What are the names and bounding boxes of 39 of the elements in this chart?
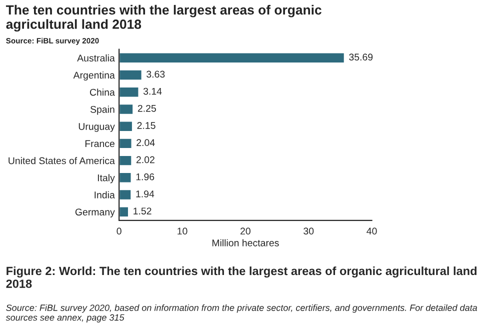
data-label: 1.52 [134, 208, 152, 214]
bar [119, 154, 133, 167]
data-label: 2.25 [138, 104, 156, 112]
y-tick-label: Uruguay [78, 123, 115, 132]
data-label: 3.14 [143, 88, 162, 95]
y-tick-label: India [94, 191, 115, 198]
data-label: 3.63 [146, 70, 165, 78]
data-label: 2.02 [136, 156, 154, 164]
bar [119, 172, 132, 184]
bar [119, 52, 346, 64]
y-tick-label: Germany [75, 208, 115, 218]
chart-title: The ten countries with the largest areas of organic agricultural land 2018 [6, 4, 322, 32]
bar [119, 86, 140, 98]
y-tick-label: Spain [90, 106, 114, 115]
bar [119, 137, 133, 150]
bar [119, 188, 132, 201]
bar [119, 120, 134, 132]
source-note: Source: FiBL survey 2020, based on information from the private sector, certifiers, and governments. For detailed data sources see annex, page 315 [6, 304, 478, 322]
data-label: 1.94 [136, 190, 154, 198]
y-tick-label: France [85, 140, 114, 148]
y-tick-label: Argentina [73, 71, 115, 81]
data-label: 2.04 [136, 139, 155, 146]
data-label: 2.15 [137, 122, 156, 129]
y-tick-label: Italy [98, 174, 115, 184]
data-label: 1.96 [136, 173, 154, 180]
y-tick-label: China [90, 88, 115, 96]
x-tick-label: 20 [240, 228, 250, 235]
x-tick-label: 40 [366, 228, 377, 235]
y-tick-label: Australia [77, 54, 115, 62]
x-tick-label: 0 [116, 228, 122, 235]
bar [119, 103, 134, 116]
x-tick-label: 10 [178, 228, 188, 235]
data-label: 35.69 [349, 54, 373, 61]
caption: Figure 2: World: The ten countries with the largest areas of organic agricultural land 2018 [6, 266, 476, 288]
x-tick-label: 30 [304, 228, 314, 235]
bar [119, 206, 130, 218]
y-tick-label: United States of America [8, 157, 115, 164]
x-axis-title: Million hectares [212, 239, 279, 246]
bar [119, 69, 143, 82]
